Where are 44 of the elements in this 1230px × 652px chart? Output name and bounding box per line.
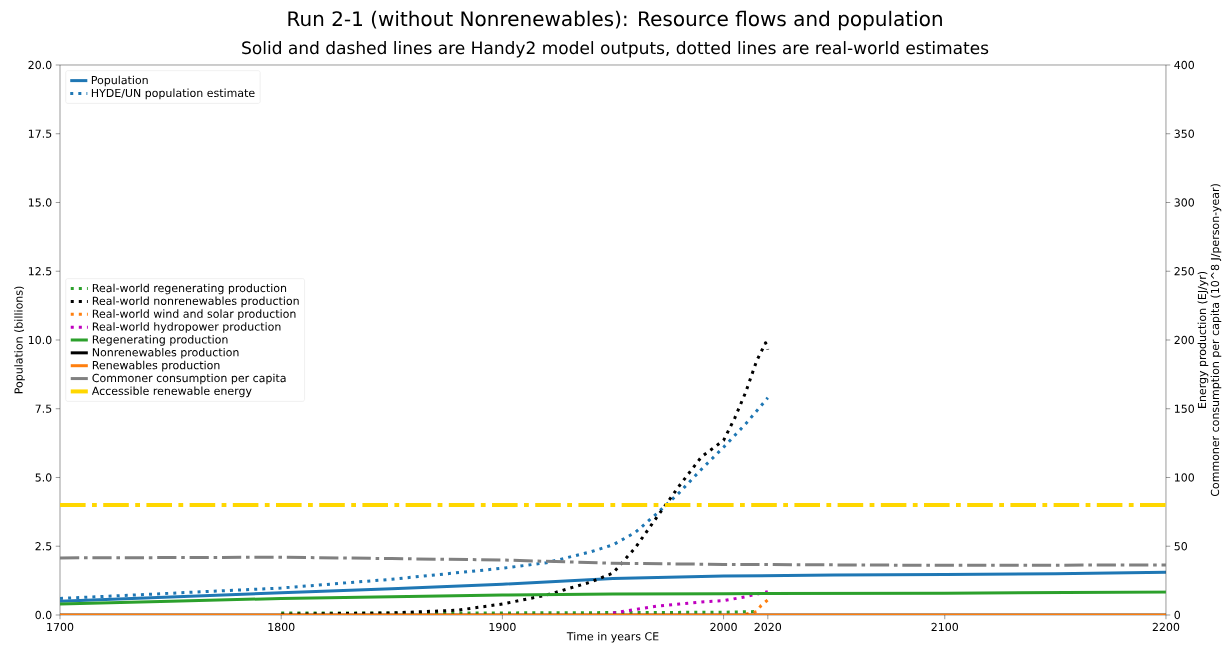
legend-label: HYDE/UN population estimate	[91, 88, 255, 100]
y2-tick-label: 150	[1174, 404, 1195, 413]
y-tick-label: 12.5	[28, 267, 52, 276]
y2-tick-label: 250	[1174, 267, 1195, 276]
y-tick-label: 0.0	[35, 610, 52, 620]
y-tick-label: 17.5	[28, 129, 52, 138]
chart-title: Run 2-1 (without Nonrenewables): Resource flows and population	[288, 10, 942, 31]
x-tick-label: 1800	[268, 622, 295, 632]
line-series	[60, 590, 1166, 606]
y2-tick-label: 0	[1174, 610, 1181, 620]
legend-label: Regenerating production	[92, 335, 228, 346]
x-tick-label: 2020	[754, 622, 782, 632]
legend-label: Real-world hydropower production	[92, 322, 281, 333]
y-tick-label: 10.0	[28, 335, 52, 345]
x-tick-label: 1900	[489, 622, 516, 632]
y2-tick-label: 100	[1174, 473, 1195, 482]
y-tick-label: 7.5	[35, 404, 52, 413]
legend-label: Population	[91, 75, 148, 87]
x-axis-title: Time in years CE	[566, 631, 659, 643]
y2-tick-label: 300	[1174, 198, 1195, 207]
y-tick-label: 2.5	[35, 542, 52, 551]
y2-axis-title: Energy production (EJ/yr) Commoner consumption per capita (10^8 J/person-year)	[1197, 184, 1222, 497]
legend-label: Real-world nonrenewables production	[92, 296, 299, 308]
y2-tick-label: 50	[1174, 542, 1188, 551]
y2-tick-label: 350	[1174, 129, 1195, 138]
y2-tick-label: 400	[1174, 60, 1195, 70]
y2-tick-label: 200	[1174, 335, 1195, 345]
legend-label: Real-world wind and solar production	[92, 309, 296, 320]
legend-label: Accessible renewable energy	[91, 386, 252, 398]
legend-label: Commoner consumption per capita	[92, 373, 286, 385]
legend-label: Real-world regenerating production	[92, 283, 287, 295]
legend-label: Nonrenewables production	[92, 347, 239, 359]
x-tick-label: 1700	[47, 622, 74, 632]
y-axis-title: Population (billions)	[14, 286, 25, 394]
x-tick-label: 2100	[931, 622, 959, 632]
x-tick-label: 2200	[1152, 622, 1180, 632]
y-tick-label: 20.0	[28, 60, 52, 70]
line-series	[611, 590, 770, 615]
y-tick-label: 15.0	[28, 198, 52, 207]
line-series	[60, 555, 1166, 567]
chart-subtitle: Solid and dashed lines are Handy2 model outputs, dotted lines are real-world estimates	[242, 41, 989, 58]
legend-label: Renewables production	[92, 360, 220, 372]
y-tick-label: 5.0	[35, 473, 52, 482]
x-tick-label: 2000	[710, 622, 737, 632]
